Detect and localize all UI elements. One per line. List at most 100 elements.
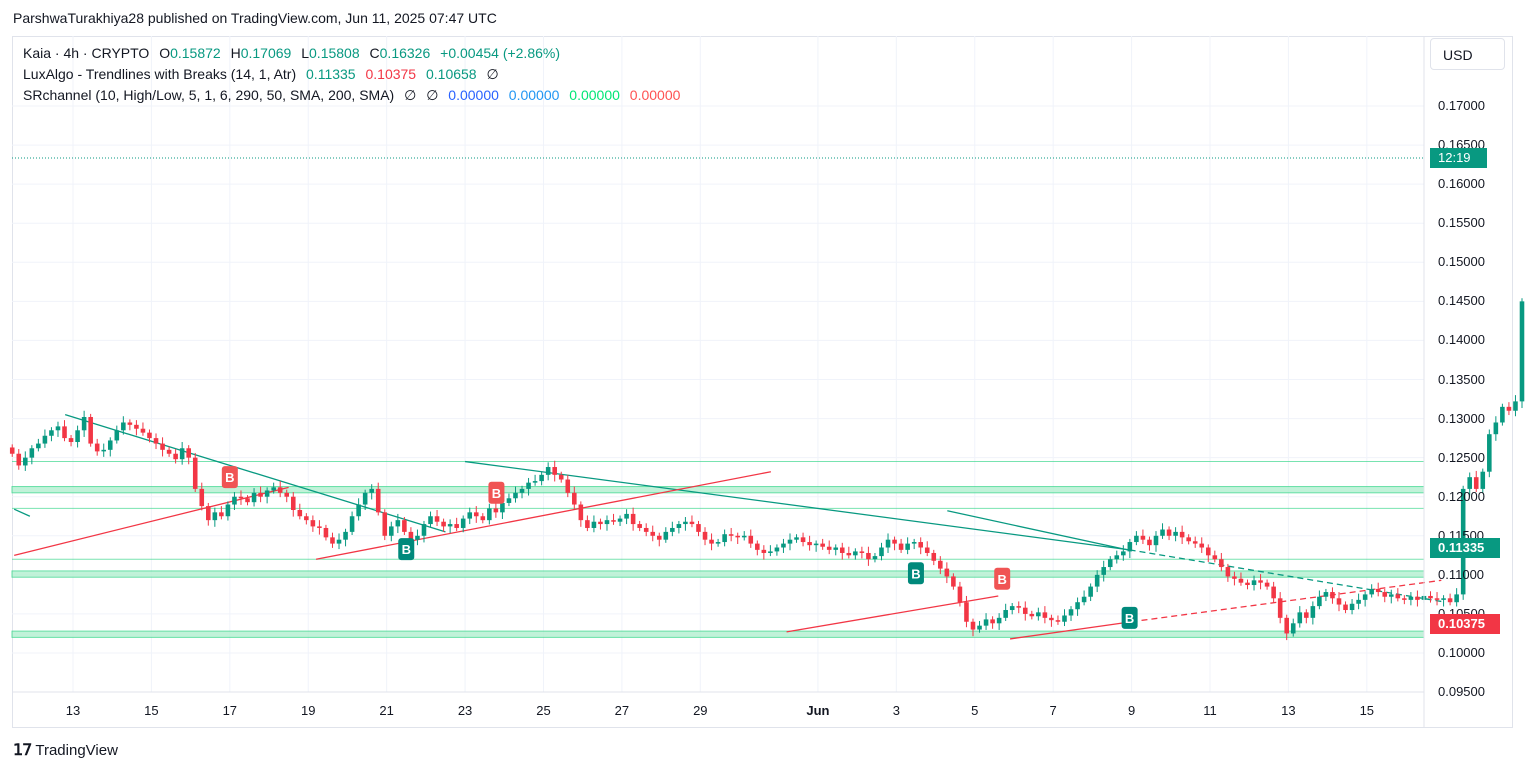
candle-body (1310, 606, 1316, 618)
candle (859, 546, 865, 559)
candle-body (1160, 529, 1165, 536)
legend-indicator-luxalgo[interactable]: LuxAlgo - Trendlines with Breaks (14, 1,… (23, 66, 505, 83)
x-tick-label: 19 (301, 703, 316, 718)
candle (1186, 534, 1191, 545)
candle (1277, 592, 1283, 624)
candle-body (722, 534, 727, 543)
candle-body (741, 535, 747, 538)
indicator-value: 0.00000 (569, 87, 620, 103)
candle (519, 485, 525, 499)
candle-body (1173, 531, 1178, 536)
candle (911, 538, 917, 550)
currency-button[interactable]: USD (1430, 38, 1505, 70)
candle-body (290, 496, 296, 510)
candle (323, 524, 329, 541)
legend-symbol-row[interactable]: Kaia · 4h · CRYPTO O0.15872 H0.17069 L0.… (23, 45, 566, 61)
break-marker-badge (994, 567, 1011, 590)
candle-body (663, 531, 669, 540)
candle-body (624, 513, 629, 519)
chart-frame[interactable] (12, 36, 1513, 728)
candle (264, 487, 270, 504)
candle-body (977, 625, 982, 630)
candle (1068, 606, 1074, 621)
candle (147, 429, 152, 443)
candle-body (853, 551, 858, 556)
y-tick-label: 0.11000 (1438, 566, 1485, 582)
candle-body (872, 556, 878, 560)
candle (918, 537, 923, 555)
candle-body (1277, 598, 1283, 618)
candle (879, 542, 884, 561)
candle-body (957, 586, 963, 603)
candle-body (1290, 623, 1296, 634)
candle (761, 545, 767, 560)
candle (768, 545, 773, 557)
candle-body (49, 430, 54, 436)
x-tick-label: 5 (971, 703, 979, 718)
candle-body (42, 435, 48, 444)
candle-body (94, 443, 100, 452)
candle (637, 520, 642, 532)
candle (1029, 610, 1035, 620)
open-value: 0.15872 (170, 45, 221, 61)
break-markers: B B B B B B (221, 466, 1138, 629)
candle (1160, 523, 1165, 539)
break-marker-badge (221, 466, 238, 489)
candle-body (1140, 535, 1146, 540)
candle-body (539, 474, 544, 482)
candle-body (800, 537, 806, 543)
candle (735, 532, 740, 544)
candle (1049, 614, 1054, 627)
candle-body (199, 488, 205, 507)
candle (565, 474, 571, 498)
candle (585, 515, 590, 532)
countdown-label: 12:19 (1430, 148, 1487, 168)
legend-indicator-srchannel[interactable]: SRchannel (10, High/Low, 5, 1, 6, 290, 5… (23, 87, 686, 104)
candle-body (911, 542, 917, 544)
candle (532, 474, 538, 486)
candle-body (68, 438, 74, 443)
candle-body (650, 531, 656, 536)
tradingview-logo-icon: 𝟣𝟩 (13, 742, 32, 759)
candle (1199, 537, 1205, 553)
candle-body (892, 539, 897, 544)
candle-body (29, 448, 35, 458)
sr-zone (11, 630, 1425, 638)
candle-body (55, 426, 61, 431)
candle-body (578, 504, 584, 521)
candle (1127, 538, 1133, 559)
candle-body (1317, 596, 1322, 607)
candle (1179, 525, 1185, 544)
candle (493, 502, 499, 518)
candle-body (1134, 535, 1139, 543)
x-tick-label: 15 (1359, 703, 1375, 718)
candle (121, 416, 126, 435)
open-label: O (159, 45, 171, 61)
candle-body (1493, 422, 1499, 435)
tradingview-footer[interactable]: 𝟣𝟩 TradingView (13, 740, 118, 760)
candle-body (918, 542, 923, 548)
high-label: H (230, 45, 241, 61)
candle-body (1506, 406, 1512, 411)
y-tick-label: 0.14000 (1438, 332, 1485, 348)
candle-body (807, 542, 812, 546)
candle-body (160, 443, 165, 450)
break-marker-badge (907, 562, 924, 585)
break-marker-badge (1121, 606, 1138, 629)
candle-body (565, 479, 571, 493)
candle-body (1330, 592, 1335, 599)
candles (9, 298, 1525, 641)
candle (206, 502, 211, 526)
sr-zone (11, 570, 1425, 578)
candle (670, 521, 675, 537)
indicator-value: 0.00000 (448, 87, 499, 103)
candle (1402, 595, 1407, 605)
candle-body (1408, 596, 1414, 600)
candle-body (81, 417, 87, 431)
candle (905, 537, 910, 555)
candle (349, 511, 355, 536)
candle (826, 540, 832, 555)
candle (375, 482, 381, 516)
candle (1036, 607, 1041, 621)
